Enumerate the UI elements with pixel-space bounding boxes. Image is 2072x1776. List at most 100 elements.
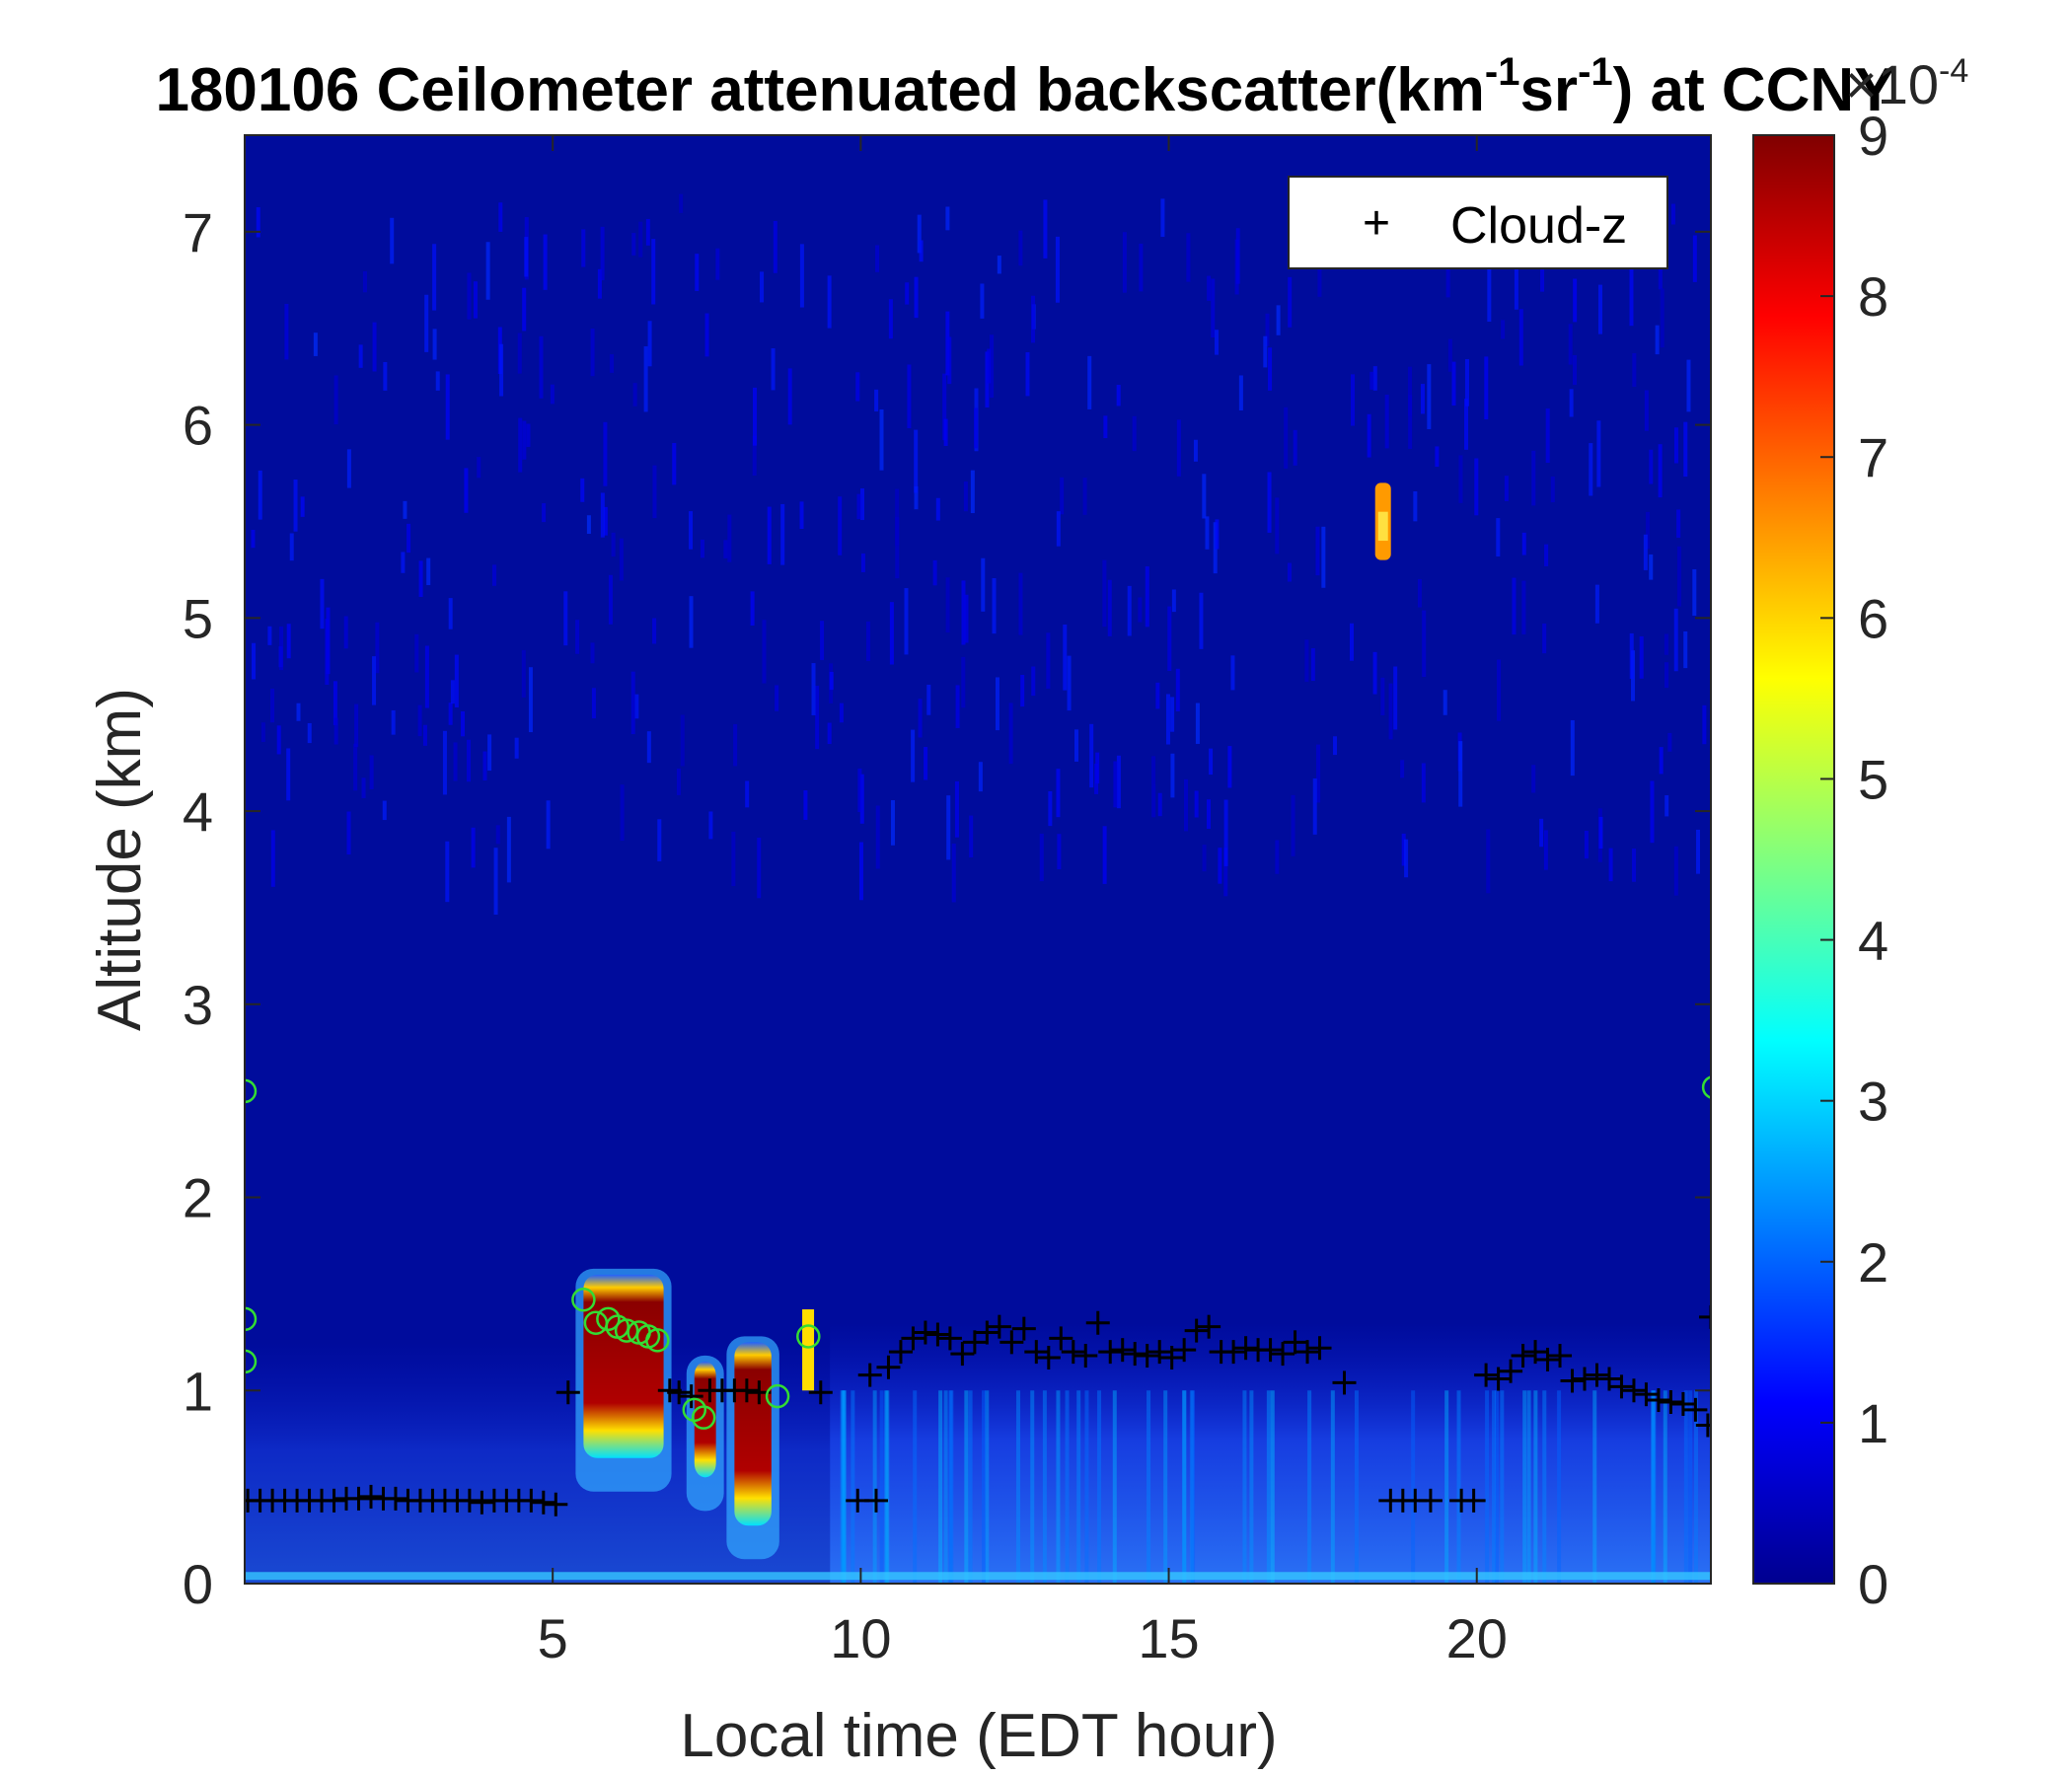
cloud-markers (245, 1075, 1711, 1517)
cloud-z-marker (1609, 1374, 1634, 1399)
noise-streak (1207, 275, 1212, 301)
noise-streak (839, 703, 844, 723)
noise-streak (492, 564, 497, 586)
noise-streak (260, 722, 265, 742)
cloud-z-marker (1258, 1338, 1283, 1363)
noise-streak (1686, 359, 1691, 412)
noise-streak (1550, 476, 1555, 503)
circle-marker (796, 1324, 821, 1349)
noise-streak (1400, 760, 1405, 778)
noise-streak (493, 848, 498, 915)
noise-streak (600, 226, 605, 280)
noise-streak (1008, 703, 1013, 765)
noise-streak (1598, 816, 1603, 850)
noise-streak (942, 373, 947, 441)
noise-streak (961, 656, 966, 708)
noise-streak (1139, 243, 1144, 292)
noise-streak (369, 755, 374, 789)
boundary-streak (1076, 1390, 1081, 1584)
boundary-layer-late (830, 1322, 1711, 1584)
cloud-z-marker (1135, 1344, 1159, 1369)
noise-streak (1451, 361, 1456, 406)
noise-streak (524, 237, 529, 277)
colorbar-tick-label: 0 (1858, 1553, 1888, 1615)
boundary-streak (1112, 1390, 1117, 1584)
cloud-z-marker (1073, 1344, 1098, 1369)
boundary-streak (1411, 1390, 1416, 1584)
noise-streak (251, 529, 256, 549)
noise-streak (1215, 330, 1220, 355)
noise-streak (403, 500, 407, 519)
noise-streak (300, 496, 305, 517)
circle-marker (245, 1306, 258, 1332)
noise-streak (528, 667, 533, 733)
noise-streak (611, 532, 616, 557)
noise-streak (1665, 795, 1669, 817)
noise-streak (963, 481, 968, 512)
colorbar-ticks: 0 1 2 3 4 5 6 7 8 9 (1820, 105, 1888, 1615)
noise-streak (715, 248, 720, 280)
cloud-z-marker (1011, 1316, 1036, 1341)
noise-streak (417, 704, 422, 737)
noise-streak (514, 737, 519, 759)
noise-streak (961, 580, 966, 645)
noise-streak (1176, 419, 1181, 477)
noise-streak (780, 503, 785, 565)
boundary-streak (1056, 1390, 1061, 1584)
cloud-z-marker (888, 1340, 913, 1365)
noise-streak (1018, 572, 1023, 635)
noise-streak (522, 287, 527, 332)
noise-streak (1667, 732, 1672, 752)
noise-streak (1206, 799, 1211, 830)
cloud-z-marker (1535, 1347, 1560, 1371)
cloud-z-marker (962, 1330, 987, 1355)
boundary-streak (1683, 1390, 1688, 1584)
noise-streak (1514, 268, 1518, 310)
noise-streak (1655, 325, 1660, 355)
noise-streak (651, 239, 656, 305)
noise-streak (1629, 632, 1634, 679)
noise-streak (1103, 415, 1108, 439)
noise-streak (757, 838, 762, 899)
noise-streak (643, 346, 648, 412)
noise-streak (435, 371, 440, 391)
noise-streak (1287, 562, 1292, 582)
cloud-z-marker (1695, 1413, 1711, 1438)
cloud-z-marker (1085, 1310, 1110, 1335)
boundary-streak (840, 1390, 845, 1584)
noise-streak (521, 649, 526, 698)
boundary-streak (884, 1390, 889, 1584)
noise-streak (981, 557, 986, 612)
noise-streak (448, 703, 453, 725)
circle-marker (571, 1288, 596, 1312)
noise-streak (727, 514, 732, 562)
cloud-z-marker (857, 1363, 882, 1387)
cloud-z-marker (1646, 1388, 1670, 1413)
cloud-z-marker (1573, 1367, 1597, 1391)
boundary-streak (1526, 1390, 1531, 1584)
cloud-z-marker (1024, 1340, 1049, 1365)
noise-streak (1447, 338, 1452, 372)
noise-streak (890, 800, 895, 846)
noise-streak (1202, 474, 1207, 519)
noise-streak (859, 487, 864, 521)
noise-streak (888, 299, 893, 339)
noise-streak (1408, 395, 1413, 449)
cloud-z-marker (322, 1488, 346, 1513)
boundary-streak (1084, 1390, 1089, 1584)
noise-streak (917, 214, 922, 254)
noise-streak (506, 816, 511, 883)
noise-streak (943, 418, 948, 446)
cloud-z-marker (1621, 1378, 1646, 1403)
noise-streak (945, 577, 950, 633)
cloud-z-marker (457, 1488, 481, 1513)
cloud-z-marker (863, 1488, 888, 1513)
colorbar-gradient (1752, 134, 1835, 1585)
noise-streak (422, 724, 427, 746)
cloud-z-marker (470, 1490, 494, 1515)
noise-streak (676, 768, 681, 795)
noise-streak (445, 374, 450, 440)
cloud-z-marker (383, 1486, 407, 1511)
cloud-z-marker (1110, 1338, 1135, 1363)
colorbar-exponent: ×10-4 (1845, 52, 1968, 115)
